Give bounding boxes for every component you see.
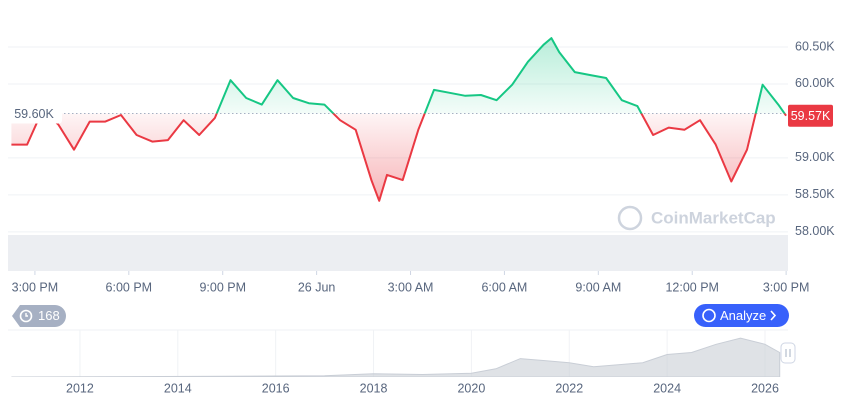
price-area bbox=[11, 38, 787, 201]
x-tick-label: 6:00 AM bbox=[481, 280, 527, 294]
x-tick-label: 12:00 PM bbox=[665, 280, 719, 294]
baseline-label: 59.60K bbox=[14, 107, 54, 121]
watermark: CoinMarketCap bbox=[617, 205, 776, 231]
y-tick-label: 60.00K bbox=[795, 76, 835, 90]
nav-tick-label: 2026 bbox=[751, 381, 779, 395]
x-tick-label: 6:00 PM bbox=[106, 280, 153, 294]
watermark-text: CoinMarketCap bbox=[651, 208, 776, 227]
nav-tick-label: 2024 bbox=[653, 381, 681, 395]
y-tick-label: 58.50K bbox=[795, 187, 835, 201]
nav-tick-label: 2018 bbox=[360, 381, 388, 395]
y-tick-label: 58.00K bbox=[795, 224, 835, 238]
nav-tick-label: 2022 bbox=[555, 381, 583, 395]
x-tick-label: 3:00 AM bbox=[388, 280, 434, 294]
analyze-button[interactable]: Analyze bbox=[694, 304, 789, 327]
volume-band bbox=[8, 235, 788, 271]
y-tick-label: 59.00K bbox=[795, 150, 835, 164]
y-tick-label: 60.50K bbox=[795, 39, 835, 53]
x-tick-label: 9:00 AM bbox=[575, 280, 621, 294]
nav-tick-label: 2014 bbox=[164, 381, 192, 395]
x-tick-label: 9:00 PM bbox=[199, 280, 246, 294]
nav-tick-label: 2016 bbox=[262, 381, 290, 395]
x-tick-label: 3:00 PM bbox=[763, 280, 810, 294]
nav-area bbox=[11, 337, 781, 377]
baseline-label-box bbox=[6, 103, 62, 124]
x-tick-label: 26 Jun bbox=[298, 280, 336, 294]
badge-count: 168 bbox=[38, 308, 60, 323]
analyze-label: Analyze bbox=[720, 308, 766, 323]
current-price-box bbox=[788, 104, 833, 127]
navigator-handle[interactable] bbox=[780, 342, 796, 364]
nav-tick-label: 2012 bbox=[66, 381, 94, 395]
x-tick-label: 3:00 PM bbox=[12, 280, 59, 294]
current-price-label: 59.57K bbox=[791, 109, 831, 123]
price-line bbox=[11, 37, 787, 202]
badge[interactable]: 168 bbox=[12, 305, 66, 327]
nav-tick-label: 2020 bbox=[457, 381, 485, 395]
